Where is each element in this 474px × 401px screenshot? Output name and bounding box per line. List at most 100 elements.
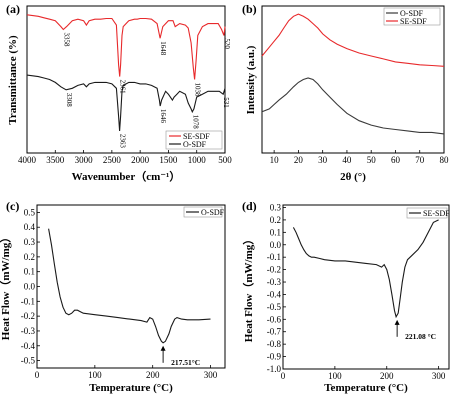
y-tick-label: 0.2 — [24, 252, 35, 262]
panel-c-legend: O-SDF — [183, 206, 225, 218]
panel-a-legend: SE-SDF O-SDF — [165, 130, 223, 150]
y-tick-label: -0.1 — [21, 296, 35, 306]
x-tick-label: 4000 — [18, 155, 37, 165]
panel-d-ylabel: Heat Flow（mW/mg） — [242, 234, 255, 342]
series-line-o-sdf — [261, 77, 445, 135]
peak-label: 531 — [222, 97, 230, 108]
series-line-se-sdf — [292, 219, 439, 319]
x-tick-label: 3500 — [46, 155, 65, 165]
panel-a-xlabel: Wavenumber（cm⁻¹） — [72, 170, 181, 183]
y-tick-label: -0.7 — [267, 327, 282, 337]
peak-label: 1646 — [159, 109, 167, 124]
x-tick-label: 70 — [415, 155, 425, 165]
series-line-se-sdf — [26, 14, 226, 80]
panel-a-frame — [26, 5, 226, 154]
x-tick-label: 2000 — [131, 155, 150, 165]
panel-d-frame — [282, 204, 450, 370]
panel-d-xlabel: Temperature (°C) — [324, 382, 408, 394]
legend-label-o-sdf: O-SDF — [400, 9, 424, 18]
legend-label-o-sdf: O-SDF — [201, 208, 225, 217]
annotation-label: 217.51°C — [171, 358, 200, 367]
panel-b-xlabel: 2θ (°) — [340, 171, 366, 183]
x-tick-label: 50 — [367, 155, 377, 165]
y-tick-label: 0.0 — [270, 240, 282, 250]
panel-c: (c) 0 100 200 300 -0.5 -0.4 -0.3 -0.2 -0.1 0.0 0.1… — [0, 199, 226, 394]
x-tick-label: 300 — [204, 370, 218, 380]
y-tick-label: -0.1 — [267, 252, 281, 262]
x-tick-label: 60 — [391, 155, 401, 165]
y-tick-label: -0.4 — [21, 341, 36, 351]
y-tick-label: -1.0 — [267, 364, 282, 374]
x-tick-label: 10 — [270, 155, 280, 165]
x-tick-label: 20 — [294, 155, 304, 165]
panel-c-xlabel: Temperature (°C) — [89, 382, 173, 394]
panel-c-frame — [36, 204, 226, 369]
x-tick-label: 30 — [318, 155, 328, 165]
y-tick-label: -0.5 — [267, 302, 282, 312]
series-line-o-sdf — [48, 228, 211, 344]
panel-d-legend: SE-SDF — [406, 207, 450, 219]
peak-label: 1038 — [194, 83, 202, 98]
peak-label: 1648 — [159, 41, 167, 56]
peak-label: 1078 — [191, 115, 199, 130]
y-tick-label: 0.2 — [270, 215, 281, 225]
series-line-o-sdf — [26, 74, 226, 131]
y-tick-label: -0.3 — [21, 326, 36, 336]
panel-d-letter: (d) — [242, 199, 257, 213]
legend-label-se-sdf: SE-SDF — [400, 17, 427, 26]
x-tick-label: 1500 — [159, 155, 178, 165]
x-tick-label: 500 — [218, 155, 232, 165]
x-tick-label: 200 — [380, 371, 394, 381]
y-tick-label: -0.2 — [21, 311, 35, 321]
y-tick-label: 0.5 — [24, 207, 36, 217]
legend-label-se-sdf: SE-SDF — [183, 132, 210, 141]
y-tick-label: 0.4 — [24, 222, 36, 232]
y-tick-label: -0.9 — [267, 352, 282, 362]
x-tick-label: 0 — [281, 371, 286, 381]
y-tick-label: 0.1 — [270, 227, 281, 237]
x-tick-label: 300 — [432, 371, 446, 381]
panel-b-legend: O-SDF SE-SDF — [383, 7, 441, 26]
y-tick-label: 0.1 — [24, 267, 35, 277]
y-tick-label: -0.4 — [267, 289, 282, 299]
panel-a: (a) 4000 3500 3000 2500 2000 1500 1000 500 3358… — [6, 2, 232, 183]
peak-label: 520 — [223, 38, 231, 49]
annotation-arrow-head — [160, 345, 166, 351]
x-tick-label: 100 — [328, 371, 342, 381]
legend-label-o-sdf: O-SDF — [183, 140, 207, 149]
panel-b-frame — [261, 5, 445, 154]
peak-label: 2361 — [119, 80, 127, 95]
peak-label: 2363 — [119, 134, 127, 149]
x-tick-label: 80 — [440, 155, 450, 165]
y-tick-label: -0.2 — [267, 265, 281, 275]
panel-c-letter: (c) — [6, 199, 19, 213]
annotation-arrow-head — [394, 319, 400, 325]
panel-a-letter: (a) — [6, 2, 20, 16]
panel-b-ylabel: Intensity (a.u.) — [245, 45, 257, 114]
y-tick-label: -0.5 — [21, 356, 36, 366]
y-tick-label: -0.3 — [267, 277, 282, 287]
y-tick-label: 0.3 — [24, 237, 36, 247]
y-tick-label: -0.8 — [267, 339, 282, 349]
y-tick-label: 0.3 — [270, 202, 282, 212]
x-tick-label: 3000 — [75, 155, 94, 165]
y-tick-label: -0.6 — [267, 314, 282, 324]
panel-b-letter: (b) — [242, 2, 257, 16]
legend-box — [183, 206, 223, 218]
y-tick-label: 0.0 — [24, 282, 36, 292]
panel-d: (d) 0 100 200 300 -1.0 -0.9 -0.8 -0.7 -0.6 -0.5 -0… — [242, 199, 450, 394]
panel-a-ylabel: Transmittance (%) — [7, 35, 19, 125]
legend-box — [406, 207, 448, 219]
legend-label-se-sdf: SE-SDF — [423, 209, 450, 218]
x-tick-label: 0 — [35, 370, 40, 380]
series-line-se-sdf — [261, 13, 445, 67]
annotation-label: 221.08 °C — [405, 332, 436, 341]
x-tick-label: 1000 — [188, 155, 207, 165]
x-tick-label: 100 — [88, 370, 102, 380]
x-tick-label: 40 — [342, 155, 352, 165]
x-tick-label: 200 — [146, 370, 160, 380]
panel-b: (b) 10 20 30 40 50 60 70 80 O-SDF SE-SDF 2θ (°)… — [242, 2, 449, 183]
peak-label: 3358 — [62, 33, 70, 48]
peak-label: 3308 — [65, 93, 73, 108]
